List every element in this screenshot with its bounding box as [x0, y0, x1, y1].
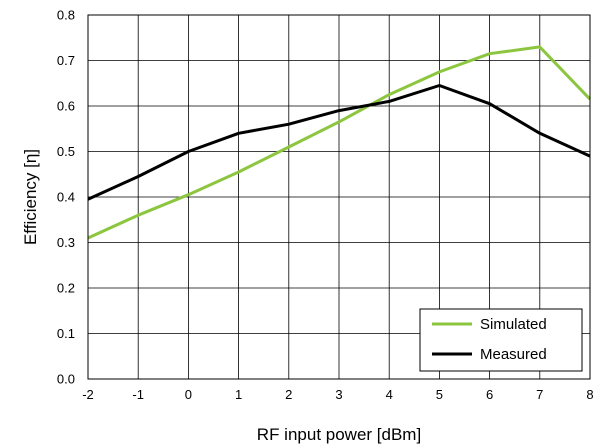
y-tick-label: 0.2 [57, 281, 75, 296]
y-tick-label: 0.4 [57, 190, 75, 205]
x-tick-label: -1 [132, 387, 144, 402]
x-tick-label: 7 [536, 387, 543, 402]
y-tick-label: 0.3 [57, 235, 75, 250]
y-tick-label: 0.8 [57, 8, 75, 23]
series-line-simulated [87, 45, 592, 240]
x-tick-label: -2 [82, 387, 94, 402]
y-tick-label: 0.1 [57, 326, 75, 341]
y-tick-label: 0.7 [57, 53, 75, 68]
legend-label-simulated: Simulated [480, 316, 547, 333]
x-tick-label: 0 [185, 387, 192, 402]
legend-box [419, 308, 583, 372]
x-tick-label: 2 [285, 387, 292, 402]
legend-label-measured: Measured [480, 346, 547, 363]
x-tick-label: 3 [335, 387, 342, 402]
x-axis-label: RF input power [dBm] [257, 425, 421, 444]
y-tick-label: 0.5 [57, 144, 75, 159]
x-tick-label: 1 [235, 387, 242, 402]
y-tick-label: 0.6 [57, 99, 75, 114]
legend: Simulated Measured [419, 308, 583, 372]
x-tick-label: 6 [486, 387, 493, 402]
x-tick-label: 4 [386, 387, 393, 402]
y-tick-label: 0.0 [57, 372, 75, 387]
y-axis-label: Efficiency [η] [21, 149, 40, 245]
plot-frame [87, 14, 591, 380]
x-tick-label: 8 [586, 387, 593, 402]
x-tick-label: 5 [436, 387, 443, 402]
tick-labels: -2 -1 0 1 2 3 4 5 6 7 8 0.0 0.1 0.2 0.3 0.4 0.5 0.6 0.7 0.8 [57, 8, 594, 403]
series-line-measured [87, 84, 591, 201]
series-lines [87, 45, 592, 240]
